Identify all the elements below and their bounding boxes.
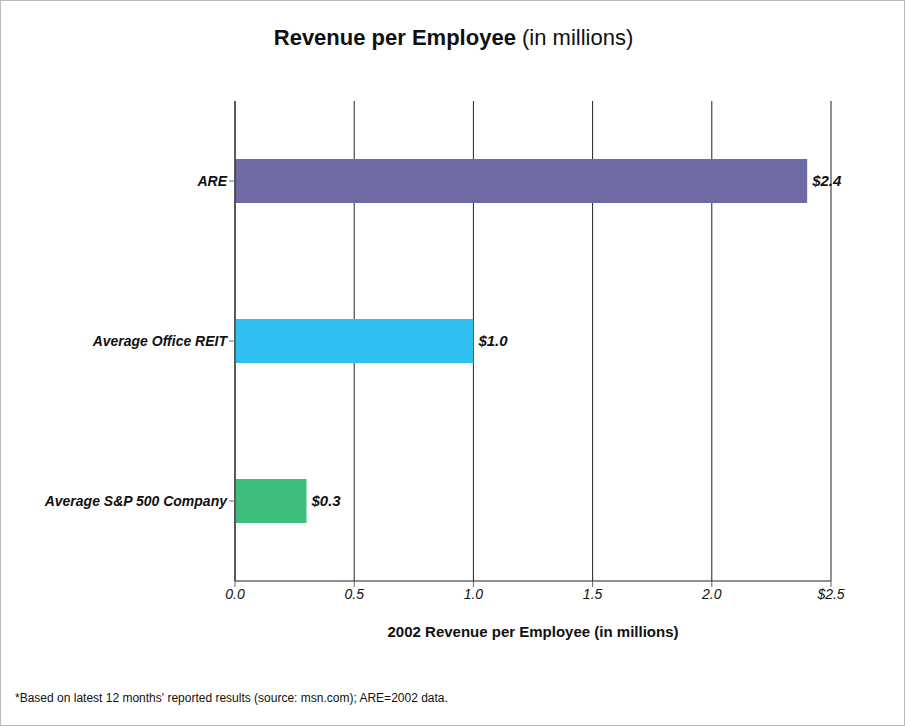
svg-text:$0.3: $0.3 xyxy=(311,492,342,509)
svg-text:2002 Revenue per Employee (in: 2002 Revenue per Employee (in millions) xyxy=(388,623,679,640)
html-text:Revenue per Employee (in milli: Revenue per Employee (in millions) xyxy=(273,25,634,50)
svg-text:2.0: 2.0 xyxy=(701,586,722,602)
html-text:*Based on latest 12 months' re: *Based on latest 12 months' reported res… xyxy=(15,691,448,705)
svg-text:1.5: 1.5 xyxy=(583,586,603,602)
svg-text:$2.5: $2.5 xyxy=(816,586,844,602)
svg-text:0.0: 0.0 xyxy=(225,586,245,602)
svg-text:$2.4: $2.4 xyxy=(811,172,842,189)
svg-text:ARE: ARE xyxy=(196,173,227,189)
svg-text:Average Office REIT: Average Office REIT xyxy=(92,333,229,349)
svg-text:0.5: 0.5 xyxy=(344,586,364,602)
svg-text:Average S&P 500 Company: Average S&P 500 Company xyxy=(44,493,229,509)
svg-text:1.0: 1.0 xyxy=(464,586,484,602)
svg-text:$1.0: $1.0 xyxy=(477,332,508,349)
